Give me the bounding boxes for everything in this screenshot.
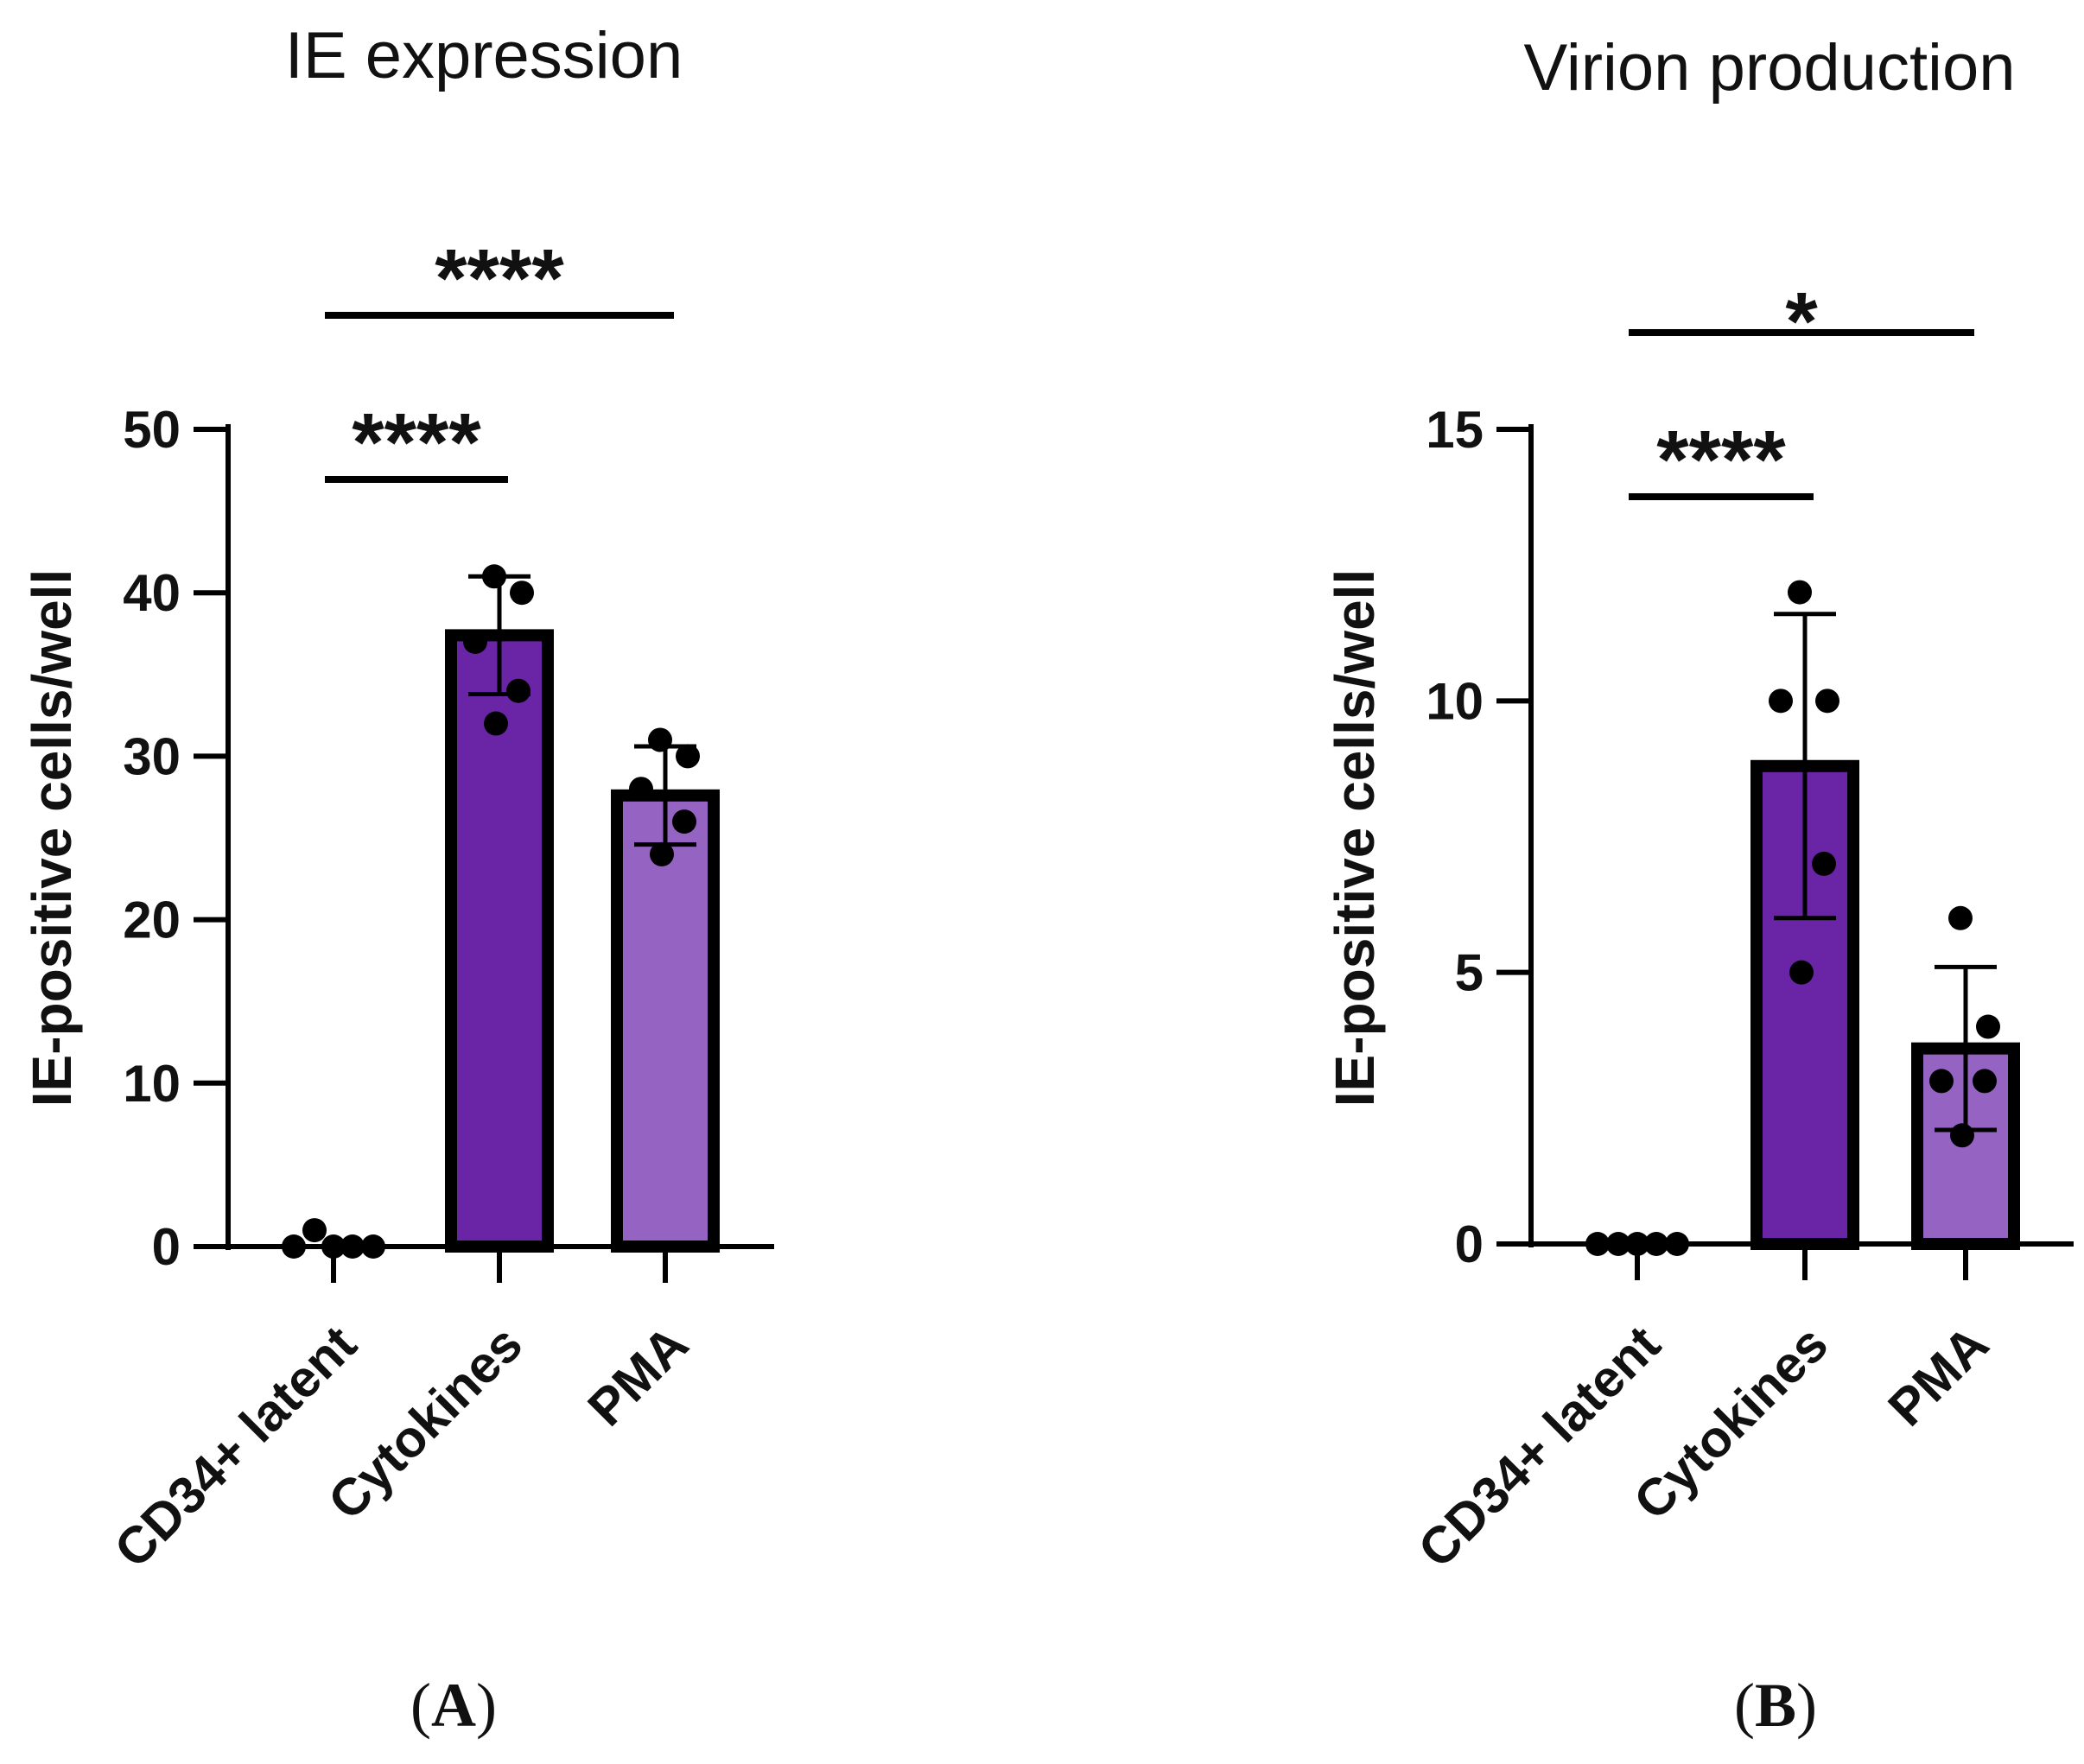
panel-a-y-tick-label-1: 10	[123, 1055, 181, 1113]
panel-a-data-point-0-4	[361, 1234, 385, 1259]
panel-a-data-point-1-2	[463, 629, 487, 654]
panel-b-y-tick-label-2: 10	[1426, 672, 1484, 730]
panel-b-data-point-2-1	[1976, 1014, 2000, 1039]
panel-a-data-point-1-0	[482, 564, 506, 589]
panel-b-data-point-1-0	[1788, 580, 1812, 605]
panel-a-category-label-0: CD34+ latent	[104, 1315, 368, 1579]
panel-a-data-point-2-2	[629, 777, 653, 802]
panel-b-category-label-0: CD34+ latent	[1407, 1315, 1672, 1579]
panel-b-title: Virion production	[1524, 31, 2016, 105]
panel-b-significance-label-0: ****	[1656, 414, 1786, 506]
panel-a-data-point-2-1	[676, 744, 700, 769]
panel-b-data-point-1-1	[1815, 688, 1839, 714]
panel-b-data-point-1-3	[1812, 851, 1836, 876]
panel-b-data-point-1-4	[1789, 960, 1814, 985]
panel-b-category-label-2: PMA	[1878, 1315, 2000, 1437]
panel-a-data-point-1-1	[510, 581, 534, 606]
panel-a-y-tick-label-0: 0	[152, 1218, 181, 1276]
panel-a-significance-label-1: ****	[435, 232, 564, 325]
panel-a-label-letter: A	[431, 1671, 476, 1740]
panel-b-data-point-2-0	[1948, 905, 1973, 930]
panel-b-y-tick-label-0: 0	[1455, 1215, 1484, 1273]
panel-b-data-point-2-4	[1950, 1123, 1974, 1148]
panel-a-data-point-0-0	[282, 1234, 306, 1259]
panel-a-data-point-1-4	[484, 711, 508, 736]
panel-a-label: (A)	[410, 1671, 497, 1740]
panel-a-y-tick-label-3: 30	[123, 727, 181, 785]
panel-a-data-point-1-3	[506, 678, 531, 703]
panel-a-data-point-2-4	[650, 841, 674, 866]
panel-b-data-point-2-2	[1929, 1069, 1954, 1094]
panel-b-data-point-0-0	[1585, 1232, 1610, 1256]
panel-a-title: IE expression	[285, 19, 683, 92]
panel-b-label: (B)	[1734, 1671, 1817, 1740]
panel-a-y-tick-label-2: 20	[123, 892, 181, 949]
panel-a-data-point-0-3	[340, 1234, 365, 1259]
panel-b-significance-label-1: *	[1785, 276, 1818, 368]
panel-a-data-point-0-1	[302, 1218, 327, 1243]
panel-a-y-tick-label-5: 50	[123, 401, 181, 459]
panel-b-y-tick-label-1: 5	[1455, 944, 1484, 1002]
panel-a-ylabel: IE-positive cells/well	[21, 569, 83, 1107]
panel-a-category-label-2: PMA	[577, 1315, 700, 1437]
panel-b-data-point-0-4	[1665, 1232, 1689, 1256]
panel-b-data-point-1-2	[1769, 688, 1793, 714]
panel-b-data-point-0-1	[1606, 1232, 1630, 1256]
panel-b-label-letter: B	[1755, 1671, 1796, 1740]
panel-b-data-point-0-3	[1644, 1232, 1668, 1256]
panel-a-y-tick-label-4: 40	[123, 564, 181, 622]
panel-a: IE expression IE-positive cells/well (A)…	[21, 19, 774, 1740]
panel-a-data-point-0-2	[321, 1234, 346, 1259]
panel-b-ylabel: IE-positive cells/well	[1324, 569, 1386, 1107]
panel-b-data-point-0-2	[1625, 1232, 1649, 1256]
panel-b-y-tick-label-3: 15	[1426, 401, 1484, 459]
panel-b-data-point-2-3	[1973, 1069, 1997, 1094]
panel-b: Virion production IE-positive cells/well…	[1324, 31, 2074, 1740]
panel-a-significance-label-0: ****	[352, 397, 481, 489]
panel-a-data-point-2-3	[672, 809, 696, 834]
panel-a-data-point-2-0	[648, 727, 672, 752]
